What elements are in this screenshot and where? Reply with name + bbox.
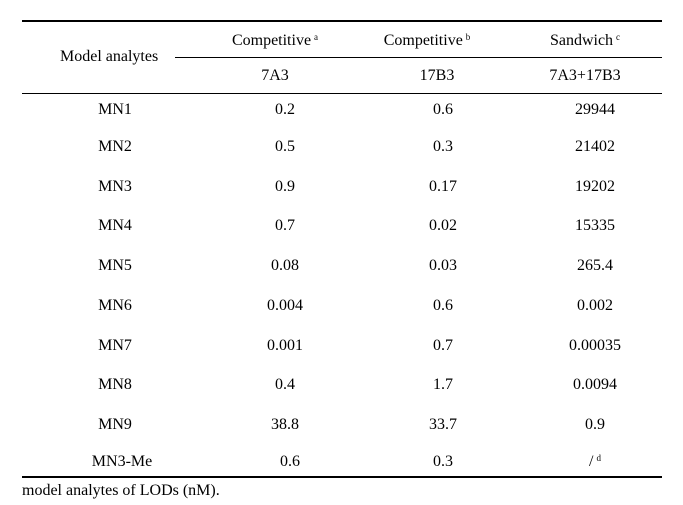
- row-3-value-7a3: 0.9: [275, 178, 295, 195]
- row-10-value-17b3: 0.3: [433, 453, 453, 470]
- row-9-analyte: MN9: [98, 416, 132, 433]
- column-group-3-header: Sandwich c: [550, 32, 620, 50]
- row-7-analyte: MN7: [98, 337, 132, 354]
- row-2-value-sandwich: 21402: [575, 138, 615, 155]
- row-8-value-sandwich: 0.0094: [573, 376, 617, 393]
- column-group-3-footnote-mark: c: [616, 32, 621, 42]
- column-group-1-header: Competitive a: [232, 32, 318, 50]
- row-5-value-17b3: 0.03: [429, 257, 457, 274]
- row-6-value-7a3: 0.004: [267, 297, 303, 314]
- table-caption: model analytes of LODs (nM).: [22, 482, 220, 499]
- row-5-analyte: MN5: [98, 257, 132, 274]
- column-group-1-footnote-mark: a: [314, 32, 319, 42]
- row-6-value-17b3: 0.6: [433, 297, 453, 314]
- row-2-value-7a3: 0.5: [275, 138, 295, 155]
- header-bottom-rule: [22, 93, 662, 94]
- row-3-value-sandwich: 19202: [575, 178, 615, 195]
- column-3-antibody: 7A3+17B3: [549, 67, 621, 84]
- row-header-label: Model analytes: [60, 48, 159, 65]
- row-10-analyte: MN3-Me: [91, 453, 153, 470]
- table-top-rule: [22, 20, 662, 22]
- row-9-value-sandwich: 0.9: [585, 416, 605, 433]
- row-8-analyte: MN8: [98, 376, 132, 393]
- column-group-3-label: Sandwich: [549, 32, 614, 49]
- column-group-2-footnote-mark: b: [465, 32, 471, 42]
- row-9-value-7a3: 38.8: [271, 416, 299, 433]
- header-mid-rule: [175, 57, 662, 58]
- column-2-antibody: 17B3: [419, 67, 455, 84]
- column-group-1-label: Competitive: [231, 32, 312, 49]
- row-1-value-17b3: 0.6: [433, 101, 453, 118]
- row-1-value-7a3: 0.2: [275, 101, 295, 118]
- column-group-2-label: Competitive: [383, 32, 463, 49]
- row-6-analyte: MN6: [98, 297, 132, 314]
- row-10-value-sandwich: / d: [589, 453, 601, 471]
- row-10-value-7a3: 0.6: [280, 453, 300, 470]
- row-7-value-sandwich: 0.00035: [569, 337, 621, 354]
- row-5-value-7a3: 0.08: [271, 257, 299, 274]
- row-6-value-sandwich: 0.002: [577, 297, 613, 314]
- row-4-value-7a3: 0.7: [275, 217, 295, 234]
- row-8-value-7a3: 0.4: [275, 376, 295, 393]
- row-5-value-sandwich: 265.4: [577, 257, 613, 274]
- row-4-value-sandwich: 15335: [575, 217, 615, 234]
- row-10-footnote-mark: d: [596, 453, 601, 463]
- row-2-value-17b3: 0.3: [433, 138, 453, 155]
- column-1-antibody: 7A3: [261, 67, 289, 84]
- row-9-value-17b3: 33.7: [429, 416, 457, 433]
- column-group-2-header: Competitive b: [384, 32, 471, 50]
- row-2-analyte: MN2: [98, 138, 132, 155]
- row-1-analyte: MN1: [98, 101, 132, 118]
- row-10-sandwich-text: /: [589, 453, 594, 470]
- row-3-value-17b3: 0.17: [429, 178, 457, 195]
- row-7-value-17b3: 0.7: [433, 337, 453, 354]
- row-1-value-sandwich: 29944: [575, 101, 615, 118]
- row-8-value-17b3: 1.7: [433, 376, 453, 393]
- row-4-value-17b3: 0.02: [429, 217, 457, 234]
- row-7-value-7a3: 0.001: [267, 337, 303, 354]
- row-3-analyte: MN3: [98, 178, 132, 195]
- table-bottom-rule: [22, 476, 662, 478]
- row-4-analyte: MN4: [98, 217, 132, 234]
